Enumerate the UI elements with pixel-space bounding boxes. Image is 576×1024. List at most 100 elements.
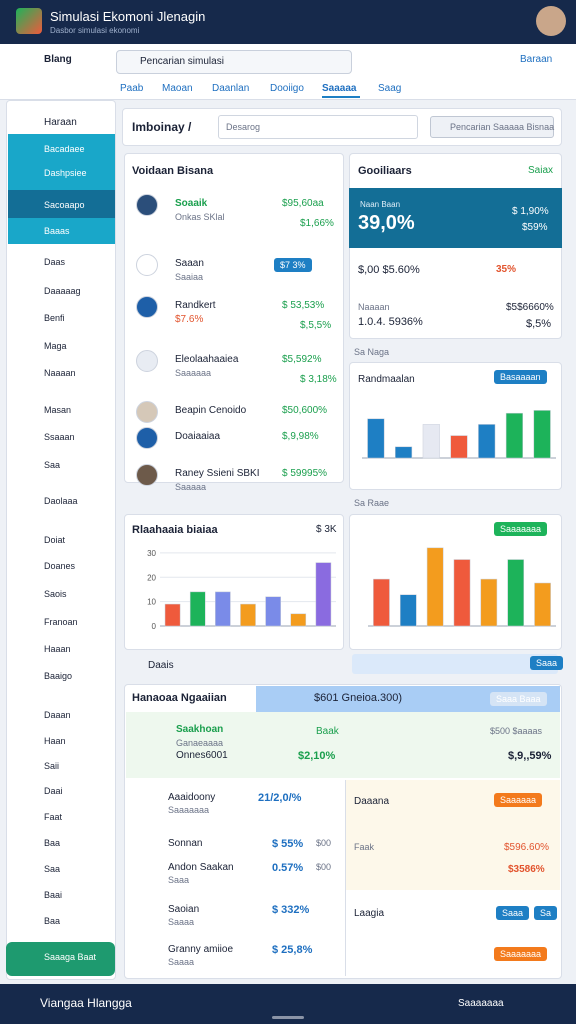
row-name: Raney Ssieni SBKI bbox=[175, 468, 260, 479]
sidebar-item: Dashpsiee bbox=[44, 168, 87, 178]
sidebar-item: Doiat bbox=[44, 535, 66, 545]
block-value: $3586% bbox=[508, 864, 545, 875]
panel-button[interactable]: Saaa Baaa bbox=[490, 692, 547, 706]
search-box[interactable] bbox=[116, 50, 352, 74]
tab: Paab bbox=[120, 83, 144, 94]
row-value: $ 55% bbox=[272, 838, 304, 850]
sidebar-item: Haaan bbox=[44, 644, 71, 654]
tab: Dooiigo bbox=[270, 83, 304, 94]
row-value[interactable]: $7 3% bbox=[274, 258, 312, 272]
bar bbox=[450, 435, 468, 459]
search-row[interactable] bbox=[352, 654, 558, 674]
profile-button: Baraan bbox=[520, 54, 553, 65]
sidebar-item: Saa bbox=[44, 460, 61, 470]
chart-button[interactable]: Basaaaan bbox=[494, 370, 547, 384]
block-button[interactable]: Saaaaaa bbox=[494, 793, 543, 807]
row-name: Aaaidoony bbox=[168, 792, 216, 803]
divider bbox=[345, 780, 346, 976]
sidebar bbox=[6, 100, 116, 980]
card-value: 39,0% bbox=[358, 212, 415, 234]
top-bar bbox=[0, 0, 576, 44]
bar bbox=[395, 446, 413, 459]
row-name: Saoian bbox=[168, 904, 200, 915]
sidebar-item: Daaaaag bbox=[44, 286, 81, 296]
card-b: $59% bbox=[522, 222, 548, 233]
sidebar-item: Baaigo bbox=[44, 671, 73, 681]
filter-select[interactable] bbox=[430, 116, 554, 138]
small-button[interactable]: Sa bbox=[534, 906, 558, 920]
block-label: Laagia bbox=[354, 908, 385, 919]
row-name: Eleolaahaaiea bbox=[175, 354, 239, 365]
sidebar-active bbox=[8, 134, 115, 244]
chart-title: Rlaahaaia biaiaa bbox=[132, 524, 218, 536]
row-name: Randkert bbox=[175, 300, 216, 311]
row-value: $ 25,8% bbox=[272, 944, 313, 956]
row-icon bbox=[136, 254, 158, 276]
row-change: $ 3,18% bbox=[300, 374, 337, 385]
sidebar-item: Baaas bbox=[44, 226, 70, 236]
col-value: $2,10% bbox=[298, 750, 336, 762]
panel-title: Gooiliaars bbox=[358, 165, 412, 177]
row-name: Sonnan bbox=[168, 838, 203, 849]
sidebar-item: Baa bbox=[44, 916, 61, 926]
row-icon bbox=[136, 401, 158, 423]
section-label: Sa Raae bbox=[354, 498, 390, 508]
sidebar-item: Daaan bbox=[44, 710, 71, 720]
bar bbox=[367, 418, 385, 459]
row-value: $,9,98% bbox=[282, 431, 319, 442]
sidebar-item: Daas bbox=[44, 257, 66, 267]
row-name: Andon Saakan bbox=[168, 862, 234, 873]
tab: Saaaaa bbox=[322, 83, 357, 94]
y-tick-label: 10 bbox=[147, 598, 156, 607]
sidebar-header: Haraan bbox=[44, 117, 77, 128]
sidebar-item: Daai bbox=[44, 786, 63, 796]
input-placeholder: Desarog bbox=[226, 122, 261, 132]
block-button[interactable]: Saaaaaaa bbox=[494, 947, 548, 961]
page-title: Imboinay / bbox=[132, 120, 192, 134]
bar bbox=[189, 591, 206, 627]
block-value: $596.60% bbox=[504, 842, 550, 853]
sidebar-footer[interactable] bbox=[6, 942, 115, 976]
tab: Daanlan bbox=[212, 83, 250, 94]
row-icon bbox=[136, 350, 158, 372]
card-label: Naan Baan bbox=[360, 200, 401, 209]
sidebar-item: Faat bbox=[44, 812, 63, 822]
row-name: Beapin Cenoido bbox=[175, 405, 247, 416]
sidebar-item: Doanes bbox=[44, 561, 76, 571]
row-sub: Onkas SKlal bbox=[175, 212, 225, 222]
list-panel bbox=[124, 153, 344, 483]
right-label: $500 $aaaas bbox=[490, 726, 543, 736]
tab-underline bbox=[322, 96, 360, 98]
sidebar-item: Saii bbox=[44, 761, 60, 771]
select-text: Pencarian Saaaaa Bisnaa bbox=[450, 122, 555, 132]
chart-button[interactable]: Saaaaaaa bbox=[494, 522, 548, 536]
bar bbox=[373, 578, 390, 627]
stat-a: $5$6660% bbox=[506, 302, 554, 313]
bar bbox=[478, 424, 496, 459]
bar bbox=[315, 562, 332, 627]
search-button[interactable]: Saaa bbox=[530, 656, 564, 670]
row-value: $5,592% bbox=[282, 354, 322, 365]
bar bbox=[215, 591, 231, 627]
row-extra: $00 bbox=[316, 862, 332, 872]
stat-b: $,5% bbox=[526, 318, 552, 330]
tab: Saag bbox=[378, 83, 402, 94]
stat-value: 1.0.4. 5936% bbox=[358, 316, 423, 328]
filter-input[interactable] bbox=[218, 115, 418, 139]
row-sub: Saaaa bbox=[168, 917, 195, 927]
search-text: Pencarian simulasi bbox=[140, 56, 224, 67]
stat-badge: 35% bbox=[496, 264, 517, 275]
bar bbox=[422, 424, 440, 459]
bar bbox=[265, 596, 281, 627]
row-sub: Saaaaaa bbox=[175, 368, 212, 378]
sidebar-selected bbox=[8, 190, 115, 218]
sidebar-item: Haan bbox=[44, 736, 66, 746]
small-button[interactable]: Saaa bbox=[496, 906, 530, 920]
chart-badge: $ 3K bbox=[316, 524, 337, 535]
avatar[interactable] bbox=[536, 6, 566, 36]
block-label: Faak bbox=[354, 842, 375, 852]
bar bbox=[453, 559, 471, 627]
home-indicator bbox=[272, 1016, 304, 1019]
